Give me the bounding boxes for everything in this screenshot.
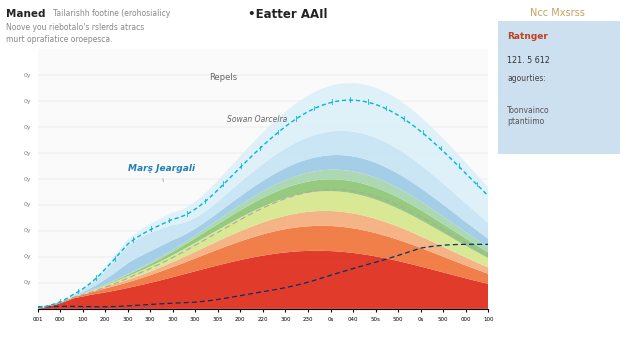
Text: agourties:: agourties:	[508, 74, 546, 84]
Text: murt oprafiatice oroepesca.: murt oprafiatice oroepesca.	[6, 35, 113, 44]
Text: Ncc Mxsrss: Ncc Mxsrss	[530, 8, 585, 18]
Text: 0y: 0y	[23, 229, 31, 233]
Text: 121. 5 612: 121. 5 612	[508, 56, 550, 65]
Text: Noove you riebotalo's rslerds atracs: Noove you riebotalo's rslerds atracs	[6, 23, 145, 32]
Text: •Eatter AAIl: •Eatter AAIl	[249, 8, 327, 21]
Text: 0y: 0y	[23, 99, 31, 104]
Text: 0y: 0y	[23, 151, 31, 155]
Text: 0y: 0y	[23, 203, 31, 207]
Text: 0y: 0y	[23, 177, 31, 181]
Text: Toonvainco
ptantiimo: Toonvainco ptantiimo	[508, 106, 550, 126]
Text: 0y: 0y	[23, 254, 31, 259]
Text: Mars̨ Jeargali: Mars̨ Jeargali	[128, 164, 195, 181]
Text: Tailarishh footine (erohosialicy: Tailarishh footine (erohosialicy	[53, 9, 170, 18]
Text: 0y: 0y	[23, 280, 31, 285]
Text: 0y: 0y	[23, 73, 31, 78]
Text: Sowan Oarcelra: Sowan Oarcelra	[227, 115, 287, 124]
Text: Ratnger: Ratnger	[508, 32, 548, 41]
Text: Repels: Repels	[209, 73, 237, 82]
Text: 0y: 0y	[23, 125, 31, 130]
Text: Maned: Maned	[6, 9, 46, 19]
